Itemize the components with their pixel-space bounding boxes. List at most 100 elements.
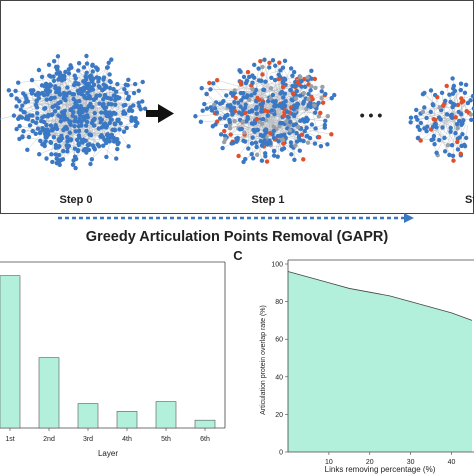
step-label-0: Step 0 — [59, 194, 92, 206]
node — [283, 98, 288, 104]
node — [84, 128, 89, 134]
edge — [229, 121, 253, 129]
node — [61, 90, 66, 96]
node — [459, 143, 464, 149]
node — [457, 118, 462, 124]
node — [53, 84, 58, 89]
node — [20, 134, 25, 139]
node — [199, 85, 204, 91]
node — [84, 106, 90, 112]
node — [257, 119, 262, 125]
node — [262, 57, 267, 62]
node — [106, 60, 111, 65]
bar-6th — [194, 419, 216, 429]
node — [301, 138, 306, 144]
node — [267, 65, 272, 70]
node — [16, 80, 21, 85]
node — [254, 152, 260, 157]
node — [24, 114, 30, 119]
node — [240, 119, 246, 125]
node — [62, 108, 67, 114]
node — [26, 134, 32, 140]
node — [417, 127, 422, 133]
node — [40, 142, 45, 147]
node — [290, 91, 296, 96]
node — [250, 86, 255, 92]
node — [262, 108, 268, 113]
node — [14, 126, 19, 132]
node — [224, 93, 229, 98]
node — [275, 154, 280, 159]
node — [90, 62, 95, 68]
node — [278, 68, 283, 73]
node — [50, 104, 55, 110]
node — [220, 145, 225, 151]
node — [310, 97, 315, 102]
node — [33, 120, 39, 125]
node — [313, 126, 318, 131]
node — [69, 65, 74, 70]
bar-chart-xlabel: Layer — [98, 449, 118, 458]
node — [117, 95, 122, 100]
node — [227, 125, 233, 131]
node — [470, 93, 474, 99]
node — [42, 114, 47, 119]
node — [238, 69, 243, 75]
node — [235, 100, 241, 105]
area-chart-ylabel: Articulation protein overlap rate (%) — [260, 305, 267, 415]
node — [17, 123, 22, 129]
node — [193, 114, 198, 119]
node — [239, 98, 244, 103]
node — [126, 108, 132, 113]
edge — [89, 95, 146, 109]
node — [45, 114, 51, 119]
ellipsis: • • • — [360, 107, 383, 123]
node — [13, 88, 18, 94]
node — [271, 124, 276, 129]
node — [242, 139, 248, 144]
node — [305, 75, 310, 80]
node — [309, 122, 315, 127]
node — [434, 125, 439, 130]
node — [207, 80, 212, 86]
node — [117, 127, 122, 132]
node — [269, 108, 275, 113]
node — [136, 100, 141, 106]
node — [94, 75, 99, 80]
node — [45, 127, 50, 132]
node — [34, 98, 39, 103]
node — [86, 147, 92, 153]
node — [109, 57, 114, 62]
node — [65, 85, 70, 90]
node — [264, 159, 270, 164]
node — [35, 126, 41, 131]
node — [282, 113, 287, 118]
x-tick-label: 4th — [122, 436, 132, 443]
node — [430, 102, 435, 107]
node — [48, 123, 54, 128]
node — [280, 137, 286, 143]
node — [54, 160, 59, 166]
node — [43, 88, 49, 93]
edge — [213, 83, 235, 102]
node — [451, 158, 456, 163]
node — [214, 78, 220, 83]
node — [43, 105, 48, 111]
node — [211, 81, 216, 86]
edge — [253, 123, 285, 136]
node — [277, 60, 282, 65]
node — [294, 130, 299, 136]
node — [25, 147, 30, 153]
node — [30, 118, 35, 124]
node — [245, 114, 250, 120]
node — [450, 76, 455, 81]
node — [80, 109, 85, 115]
node — [140, 99, 145, 104]
node — [76, 61, 82, 66]
node — [37, 152, 42, 157]
node — [114, 156, 119, 161]
edge — [440, 119, 456, 134]
node — [72, 146, 78, 151]
y-tick-label: 0 — [279, 450, 283, 457]
node — [83, 76, 89, 82]
